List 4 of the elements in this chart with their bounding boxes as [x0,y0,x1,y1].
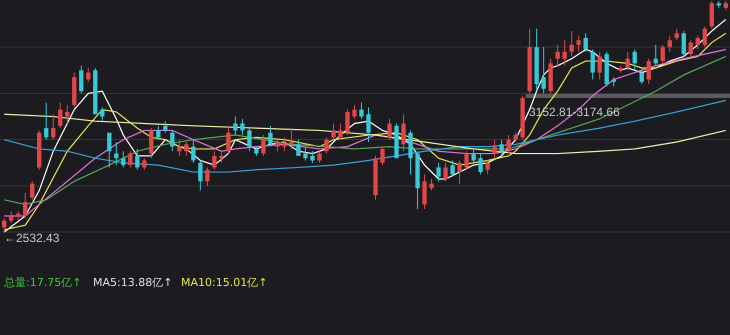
annotation: ←2532.43 [4,231,60,245]
text: MA5:13.88亿↑ [93,276,172,289]
text: MA10:15.01亿↑ [181,276,268,289]
text: 总量:17.75亿↑ [3,276,82,289]
